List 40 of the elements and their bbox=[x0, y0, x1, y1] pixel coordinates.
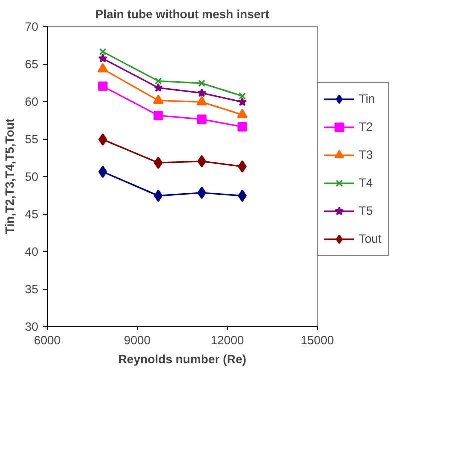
point bbox=[153, 94, 164, 104]
x-tick-label: 12000 bbox=[210, 334, 245, 348]
point bbox=[154, 78, 162, 85]
y-tick-label: 45 bbox=[25, 208, 39, 222]
chart-title: Plain tube without mesh insert bbox=[95, 8, 270, 22]
point bbox=[154, 111, 164, 120]
point bbox=[98, 63, 108, 73]
legend-label: Tout bbox=[359, 232, 382, 246]
legend-label: T5 bbox=[359, 204, 374, 218]
point bbox=[237, 109, 248, 118]
y-tick-label: 30 bbox=[25, 320, 39, 334]
x-tick-label: 6000 bbox=[34, 334, 62, 348]
point bbox=[98, 82, 108, 92]
legend-label: T2 bbox=[359, 120, 374, 134]
point bbox=[196, 96, 208, 106]
y-tick-label: 70 bbox=[25, 20, 39, 34]
x-axis-title: Reynolds number (Re) bbox=[118, 352, 247, 366]
point bbox=[238, 160, 247, 173]
point bbox=[197, 88, 207, 98]
legend-label: T3 bbox=[359, 148, 374, 162]
x-tick-label: 9000 bbox=[124, 334, 152, 348]
point bbox=[99, 48, 107, 56]
point bbox=[198, 80, 206, 88]
y-tick-label: 65 bbox=[25, 58, 39, 72]
point bbox=[154, 83, 164, 92]
point bbox=[98, 54, 108, 63]
y-tick-label: 50 bbox=[25, 170, 39, 184]
point bbox=[238, 98, 248, 106]
y-tick-label: 55 bbox=[25, 132, 39, 146]
x-tick-label: 15000 bbox=[300, 334, 335, 348]
legend-label: T4 bbox=[359, 176, 374, 190]
y-tick-label: 40 bbox=[25, 245, 39, 259]
point bbox=[197, 114, 207, 124]
point bbox=[98, 134, 108, 146]
point bbox=[238, 92, 246, 100]
legend-label: Tin bbox=[359, 92, 376, 106]
y-axis-title: Tin,T2,T3,T4,T5,Tout bbox=[3, 118, 18, 234]
point bbox=[238, 122, 248, 132]
y-tick-label: 60 bbox=[25, 95, 39, 109]
y-tick-label: 35 bbox=[25, 282, 39, 296]
